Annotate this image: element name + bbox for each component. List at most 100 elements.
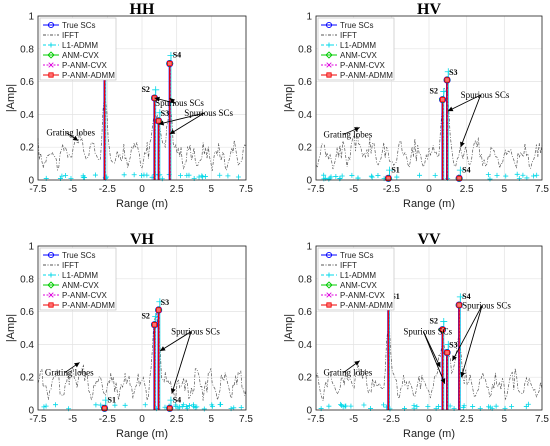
annotation-text: Spurious SCs [462, 300, 511, 310]
x-tick-label: -2.5 [383, 414, 401, 425]
l1-admm-marker [167, 51, 175, 59]
legend-label: IFFT [62, 31, 79, 40]
l1-admm-spurious-marker [485, 172, 491, 178]
legend-label: True SCs [340, 251, 374, 260]
legend-marker [325, 251, 333, 259]
legend-label: IFFT [340, 31, 357, 40]
y-tick-label: 0.2 [298, 143, 312, 154]
l1-admm-spurious-marker [217, 172, 223, 178]
l1-admm-spurious-marker [470, 403, 476, 409]
legend-marker [326, 272, 332, 278]
l1-admm-spurious-marker [200, 174, 206, 180]
p-anm-admm-marker [456, 302, 462, 308]
legend-label: IFFT [340, 261, 357, 270]
l1-admm-spurious-marker [178, 173, 184, 179]
l1-admm-spurious-marker [493, 403, 499, 409]
l1-admm-spurious-marker [520, 172, 526, 178]
x-axis-label: Range (m) [116, 198, 168, 210]
l1-admm-spurious-marker [238, 405, 244, 411]
annotation-arrowhead [169, 129, 176, 135]
l1-admm-marker [167, 396, 175, 404]
l1-admm-spurious-marker [93, 402, 99, 408]
legend-box [39, 247, 117, 311]
y-tick-label: 0.6 [298, 77, 312, 88]
x-tick-label: -7.5 [29, 184, 47, 195]
x-tick-label: -2.5 [383, 184, 401, 195]
annotation-text: Grating lobes [324, 368, 373, 378]
l1-admm-spurious-marker [186, 403, 192, 409]
l1-admm-spurious-marker [349, 172, 355, 178]
y-tick-label: 0.4 [298, 110, 312, 121]
l1-admm-spurious-marker [176, 404, 182, 410]
annotation-arrowhead [154, 96, 160, 102]
axes-frame [37, 245, 247, 411]
annotation-arrow [171, 331, 192, 394]
l1-admm-spurious-marker [41, 404, 47, 410]
annotation-arrowhead [160, 346, 166, 351]
panel-title: HH [130, 1, 155, 18]
scatterer-label: S4 [462, 165, 470, 174]
x-tick-label: 7.5 [239, 414, 253, 425]
legend-marker [48, 292, 54, 298]
legend-box [317, 247, 395, 311]
legend-label: True SCs [62, 21, 96, 30]
scatterer-label: S2 [430, 87, 438, 96]
y-tick-label: 0.6 [20, 77, 34, 88]
l1-admm-marker [156, 109, 164, 117]
ifft-series-line [315, 87, 543, 170]
l1-admm-spurious-marker [179, 404, 185, 410]
ifft-series-line [37, 312, 247, 401]
l1-admm-marker [152, 86, 160, 94]
l1-admm-spurious-marker [417, 172, 423, 178]
l1-admm-spurious-marker [112, 402, 118, 408]
p-anm-admm-marker [151, 322, 158, 328]
l1-admm-spurious-marker [209, 402, 215, 408]
p-anm-admm-marker [167, 405, 173, 411]
x-tick-label: -5 [68, 184, 77, 195]
x-tick-label: 2.5 [460, 414, 474, 425]
l1-admm-spurious-marker [66, 406, 72, 412]
axes-frame [37, 15, 247, 181]
legend-label: L1-ADMM [340, 271, 376, 280]
scatterer-label: S2 [430, 317, 438, 326]
l1-admm-spurious-marker [494, 172, 500, 178]
l1-admm-spurious-marker [432, 172, 438, 178]
l1-admm-spurious-marker [43, 403, 49, 409]
legend-marker [48, 302, 54, 308]
y-tick-label: 0.6 [298, 307, 312, 318]
scatterer-label: S4 [462, 292, 470, 301]
l1-admm-spurious-marker [326, 403, 332, 409]
legend-marker [325, 51, 333, 59]
y-tick-label: 1 [28, 242, 34, 253]
legend-marker [326, 302, 332, 308]
annotation-text: Grating lobes [46, 128, 95, 138]
x-tick-label: 7.5 [535, 414, 549, 425]
l1-admm-spurious-marker [338, 401, 344, 407]
legend-marker [47, 251, 55, 259]
legend-marker [326, 72, 332, 78]
annotation-arrow [460, 305, 483, 378]
l1-admm-spurious-marker [525, 401, 531, 407]
l1-admm-spurious-marker [368, 173, 374, 179]
x-tick-label: 7.5 [535, 184, 549, 195]
l1-admm-spurious-marker [173, 403, 179, 409]
legend-label: P-ANM-CVX [62, 61, 108, 70]
l1-admm-marker [386, 166, 394, 174]
annotation-arrowhead [170, 388, 176, 394]
l1-admm-spurious-marker [326, 176, 332, 182]
legend-marker [325, 281, 333, 289]
legend-marker [326, 62, 332, 68]
p-anm-admm-marker [156, 118, 162, 124]
y-axis-label: |Amp| [283, 84, 295, 112]
l1-admm-spurious-marker [98, 402, 104, 408]
legend-label: IFFT [62, 261, 79, 270]
l1-admm-spurious-marker [487, 176, 493, 182]
l1-admm-spurious-marker [80, 174, 86, 180]
l1-admm-spurious-marker [199, 173, 205, 179]
x-tick-label: 2.5 [170, 184, 184, 195]
scatterer-label: S2 [141, 85, 149, 94]
y-tick-label: 0.4 [20, 110, 34, 121]
p-anm-admm-marker [385, 175, 391, 181]
legend: True SCsIFFTL1-ADMMANM-CVXP-ANM-CVXP-ANM… [317, 247, 395, 311]
annotation-arrow [422, 331, 446, 384]
